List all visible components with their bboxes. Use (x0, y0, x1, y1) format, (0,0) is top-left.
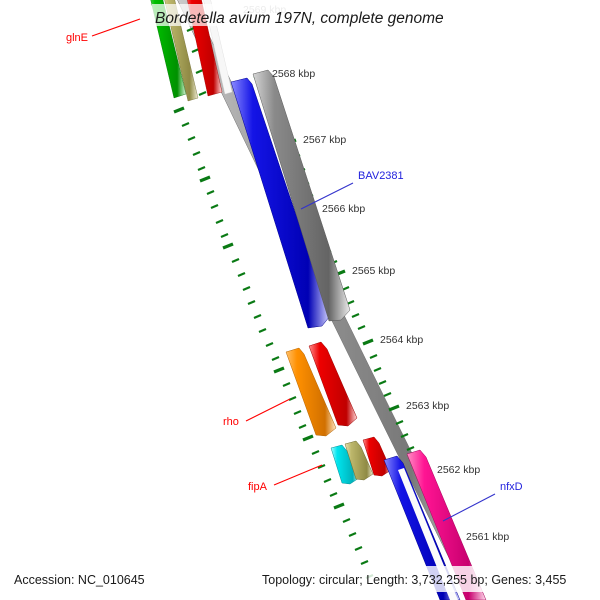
leader-line-glnE (91, 18, 141, 37)
page-title: Bordetella avium 197N, complete genome (155, 10, 444, 27)
tick-label-2563: 2563 kbp (406, 400, 449, 412)
gene-feature-rho[interactable] (285, 347, 337, 437)
gene-callouts: glnE BAV2381 rho fipA nfxD (66, 18, 523, 522)
leader-line-nfxD (442, 493, 496, 522)
tick-label-2567: 2567 kbp (303, 134, 346, 146)
leader-line-BAV2381 (300, 182, 354, 210)
gene-feature-khaki-fipa[interactable] (344, 440, 374, 481)
gene-label-BAV2381[interactable]: BAV2381 (358, 170, 404, 182)
title-banner: Bordetella avium 197N, complete genome (152, 4, 452, 27)
gene-label-nfxD[interactable]: nfxD (500, 481, 523, 493)
tick-label-2565: 2565 kbp (352, 265, 395, 277)
accession-label: Accession: NC_010645 (14, 573, 145, 587)
tick-label-2566: 2566 kbp (322, 203, 365, 215)
leader-line-fipA (273, 464, 323, 486)
genome-summary-label: Topology: circular; Length: 3,732,255 bp… (262, 573, 566, 587)
gene-feature-red-rho[interactable] (308, 341, 358, 427)
gene-label-fipA[interactable]: fipA (248, 481, 268, 493)
leader-line-rho (245, 398, 291, 422)
tick-label-2562: 2562 kbp (437, 464, 480, 476)
gene-label-rho[interactable]: rho (223, 416, 239, 428)
tick-label-2568: 2568 kbp (272, 68, 315, 80)
gene-feature-grey-mid[interactable] (252, 69, 351, 322)
ruler-labels: 2569 kbp 2568 kbp 2567 kbp 2566 kbp 2565… (243, 4, 509, 543)
status-bar: Accession: NC_010645 Topology: circular;… (0, 566, 600, 592)
tick-label-2561: 2561 kbp (466, 531, 509, 543)
gene-label-glnE[interactable]: glnE (66, 32, 88, 44)
tick-label-2564: 2564 kbp (380, 334, 423, 346)
